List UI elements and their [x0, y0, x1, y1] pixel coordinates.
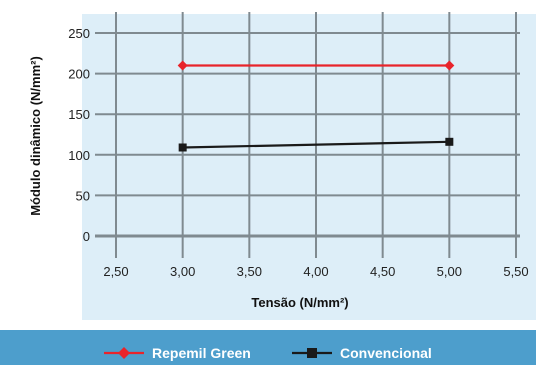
data-point-diamond: [177, 60, 188, 71]
y-tick-label: 150: [68, 107, 90, 122]
x-tick-label: 3,50: [237, 264, 262, 279]
y-tick-label: 250: [68, 26, 90, 41]
series-line-1: [182, 140, 450, 149]
x-tick-label: 4,00: [303, 264, 328, 279]
x-axis-title: Tensão (N/mm²): [251, 295, 348, 310]
y-tick-label: 50: [76, 188, 90, 203]
x-tick-label: 5,50: [503, 264, 528, 279]
legend-bar: [0, 330, 536, 365]
legend-label: Convencional: [340, 345, 432, 361]
legend-marker-square: [307, 348, 317, 358]
y-tick-label: 0: [83, 229, 90, 244]
x-tick-label: 4,50: [370, 264, 395, 279]
legend-label: Repemil Green: [152, 345, 251, 361]
data-point-square: [445, 137, 454, 146]
x-tick-label: 2,50: [103, 264, 128, 279]
x-tick-label: 3,00: [170, 264, 195, 279]
data-point-diamond: [444, 60, 455, 71]
y-tick-label: 100: [68, 148, 90, 163]
data-point-square: [178, 143, 187, 152]
legend-marker-diamond: [118, 347, 130, 359]
y-tick-label: 200: [68, 67, 90, 82]
y-axis-title: Módulo dinâmico (N/mm²): [28, 56, 43, 216]
x-tick-label: 5,00: [437, 264, 462, 279]
